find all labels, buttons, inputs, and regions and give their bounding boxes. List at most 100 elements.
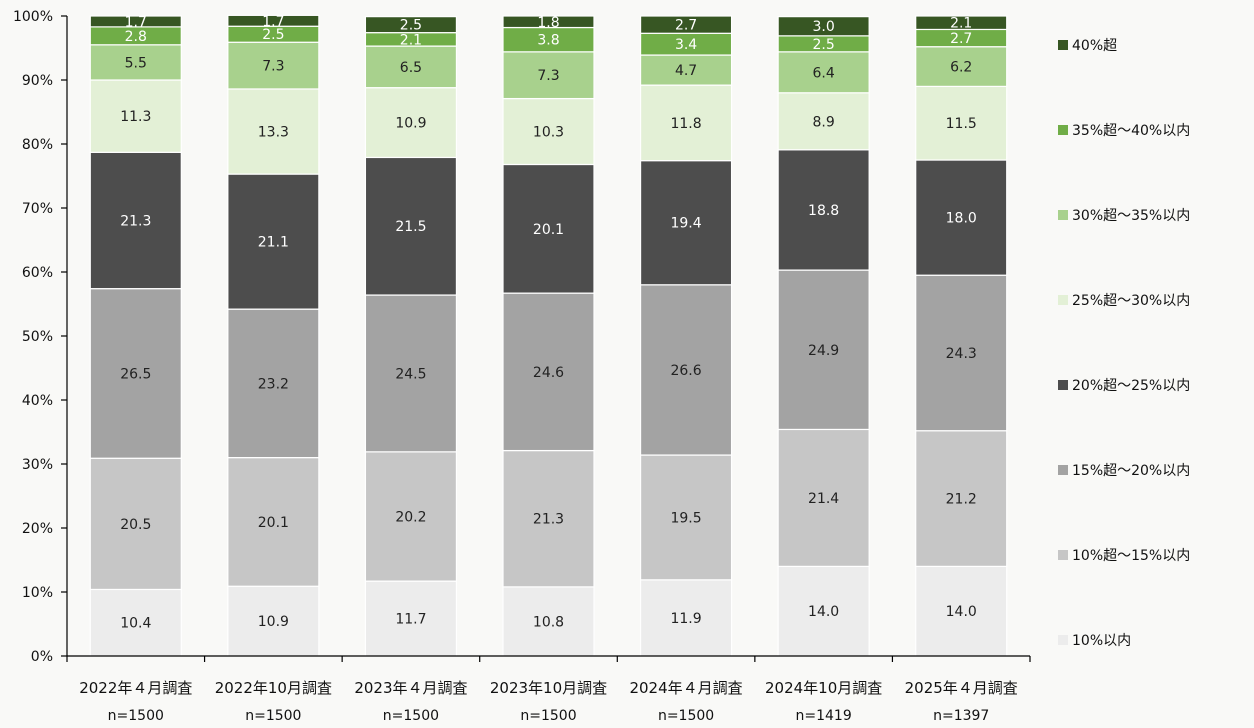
- bar-segment-4: [89, 79, 182, 153]
- data-label: 21.3: [120, 213, 151, 229]
- bar-segment-5: [502, 51, 595, 100]
- data-label: 20.1: [258, 515, 289, 531]
- x-tick-label: 2025年４月調査: [905, 679, 1018, 697]
- bar-segment-0: [227, 585, 320, 657]
- sample-size-label: n=1500: [383, 708, 439, 724]
- data-label: 21.5: [395, 219, 426, 235]
- legend-item: 25%超～30%以内: [1058, 293, 1190, 309]
- bar-segment-2: [227, 308, 320, 459]
- data-label: 21.4: [808, 491, 839, 507]
- legend-item: 15%超～20%以内: [1058, 463, 1190, 479]
- data-label: 14.0: [808, 604, 839, 620]
- data-label: 10.4: [120, 616, 151, 632]
- bar-segment-1: [915, 430, 1008, 567]
- bar-segment-5: [915, 46, 1008, 88]
- data-label: 20.2: [395, 509, 426, 525]
- data-label: 6.2: [950, 60, 972, 76]
- legend-swatch: [1058, 550, 1068, 560]
- sample-size-label: n=1397: [933, 708, 989, 724]
- y-tick-label: 30%: [22, 457, 53, 473]
- sample-size-label: n=1500: [520, 708, 576, 724]
- y-tick-label: 60%: [22, 265, 53, 281]
- data-label: 14.0: [946, 604, 977, 620]
- data-label: 11.7: [395, 612, 426, 628]
- x-tick-label: 2024年10月調査: [765, 679, 882, 697]
- data-label: 1.7: [125, 14, 147, 30]
- legend-label: 10%超～15%以内: [1072, 548, 1190, 564]
- legend-swatch: [1058, 465, 1068, 475]
- data-label: 13.3: [258, 125, 289, 141]
- x-tick-label: 2023年10月調査: [490, 679, 607, 697]
- x-tick-label: 2022年10月調査: [215, 679, 332, 697]
- axes-layer: 0% 10% 20% 30% 40% 50% 60% 70% 80% 90% 100% 2022年４月…: [13, 9, 1031, 724]
- data-label: 23.2: [258, 376, 289, 392]
- data-label: 2.5: [813, 37, 835, 53]
- data-label: 2.5: [400, 18, 422, 34]
- bar-segment-1: [777, 428, 870, 568]
- data-label: 2.1: [950, 16, 972, 32]
- legend-item: 40%超: [1058, 38, 1117, 54]
- data-label: 18.0: [946, 211, 977, 227]
- bar-segment-7: [89, 15, 182, 28]
- legend-label: 25%超～30%以内: [1072, 293, 1190, 309]
- bar-segment-3: [639, 160, 733, 286]
- bar-segment-5: [777, 51, 870, 94]
- bar-segment-3: [227, 173, 320, 310]
- data-label: 19.5: [670, 510, 701, 526]
- bar-segment-3: [364, 156, 458, 296]
- legend: 40%超 35%超～40%以内 30%超～35%以内 25%超～30%以内 20%超～2…: [1058, 38, 1190, 649]
- legend-item: 30%超～35%以内: [1058, 208, 1190, 224]
- x-tick-label: 2023年４月調査: [354, 679, 467, 697]
- bar-segment-7: [777, 16, 870, 37]
- legend-swatch: [1058, 295, 1068, 305]
- y-tick-label: 20%: [22, 521, 53, 537]
- bar-group: 14.0 21.2 24.3 18.0 11.5 6.2 2.72.1: [915, 15, 1008, 657]
- data-label: 20.5: [120, 517, 151, 533]
- bar-segment-1: [89, 457, 182, 591]
- x-tick-label: 2022年４月調査: [79, 679, 192, 697]
- data-label: 18.8: [808, 203, 839, 219]
- sample-size-label: n=1500: [245, 708, 301, 724]
- data-label: 21.1: [258, 235, 289, 251]
- bar-segment-4: [502, 97, 595, 166]
- legend-label: 15%超～20%以内: [1072, 463, 1190, 479]
- y-tick-label: 40%: [22, 393, 53, 409]
- legend-label: 20%超～25%以内: [1072, 378, 1190, 394]
- bar-segment-0: [502, 586, 595, 657]
- bar-segment-3: [502, 163, 595, 294]
- data-label: 19.4: [670, 216, 701, 232]
- sample-size-label: n=1419: [796, 708, 852, 724]
- data-label: 10.9: [395, 116, 426, 132]
- legend-swatch: [1058, 210, 1068, 220]
- bar-segment-0: [639, 579, 733, 657]
- data-label: 6.4: [813, 65, 835, 81]
- legend-swatch: [1058, 635, 1068, 645]
- bar-segment-4: [639, 84, 733, 162]
- y-tick-label: 10%: [22, 585, 53, 601]
- legend-item: 10%以内: [1058, 633, 1131, 649]
- bar-group: 10.9 20.1 23.2 21.1 13.3 7.3 2.51.7: [227, 14, 320, 657]
- bar-group: 10.4 20.5 26.5 21.3 11.3 5.5 2.81.7: [89, 14, 182, 657]
- data-label: 2.7: [675, 18, 697, 34]
- bar-segment-2: [915, 274, 1008, 432]
- data-label: 21.3: [533, 512, 564, 528]
- legend-label: 35%超～40%以内: [1072, 123, 1190, 139]
- data-label: 1.8: [537, 15, 559, 31]
- y-tick-label: 70%: [22, 201, 53, 217]
- bar-segment-7: [639, 15, 733, 34]
- data-label: 6.5: [400, 60, 422, 76]
- data-label: 11.3: [120, 109, 151, 125]
- data-label: 2.8: [125, 29, 147, 45]
- data-label: 21.2: [946, 492, 977, 508]
- data-label: 10.8: [533, 614, 564, 630]
- legend-label: 10%以内: [1072, 633, 1131, 649]
- bar-segment-5: [89, 44, 182, 81]
- data-label: 3.0: [813, 19, 835, 35]
- legend-swatch: [1058, 125, 1068, 135]
- y-tick-label: 50%: [22, 329, 53, 345]
- y-tick-label: 90%: [22, 73, 53, 89]
- bar-segment-1: [639, 454, 733, 581]
- x-tick-label: 2024年４月調査: [629, 679, 742, 697]
- bar-group: 14.0 21.4 24.9 18.8 8.9 6.4 2.5 3.0: [777, 16, 870, 657]
- data-label: 5.5: [125, 55, 147, 71]
